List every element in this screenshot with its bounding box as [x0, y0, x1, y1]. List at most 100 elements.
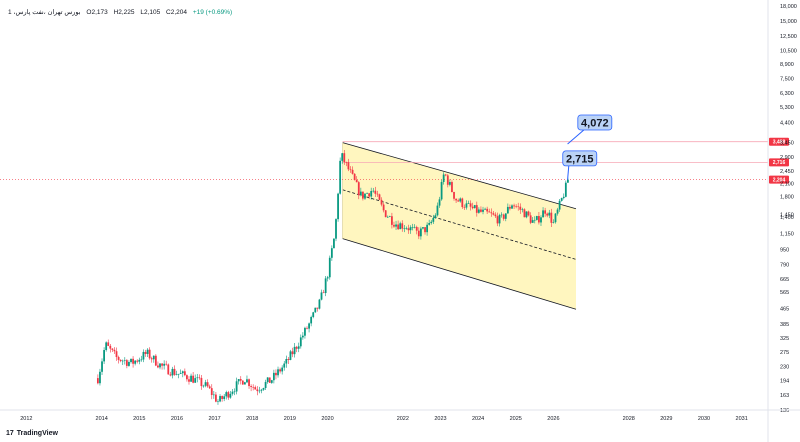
candle-body	[173, 368, 176, 375]
candle-body	[531, 220, 534, 223]
candle-body	[465, 203, 468, 208]
y-tick-label: 2,450	[780, 169, 794, 175]
candle-body	[167, 364, 170, 375]
level-tag-label: 3,488	[773, 140, 786, 146]
candle-body	[372, 190, 375, 192]
candle-body	[538, 216, 540, 223]
candle-body	[320, 292, 323, 300]
y-tick-label: 194	[780, 379, 789, 385]
y-tick-label: 465	[780, 306, 789, 312]
candle-body	[264, 382, 267, 389]
candle-body	[415, 226, 418, 231]
y-tick-label: 15,000	[780, 19, 797, 25]
candle-body	[533, 219, 536, 221]
candle-body	[169, 374, 172, 376]
candle-body	[287, 358, 290, 360]
candle-body	[409, 227, 412, 231]
candle-body	[529, 215, 532, 223]
candle-body	[177, 373, 180, 375]
candle-body	[223, 396, 226, 399]
y-tick-label: 230	[780, 365, 789, 371]
candle-body	[357, 182, 360, 196]
candle-body	[384, 210, 387, 218]
candle-body	[511, 205, 513, 209]
candle-body	[109, 345, 112, 349]
candle-body	[542, 210, 544, 218]
candle-body	[96, 378, 99, 384]
candle-body	[548, 212, 551, 216]
candle-body	[403, 228, 406, 230]
y-tick-label: 7,500	[780, 76, 794, 82]
candle-body	[219, 396, 221, 402]
candle-body	[395, 224, 397, 227]
callout-box	[577, 114, 613, 131]
y-tick-label: 4,400	[780, 120, 794, 126]
candle-body	[113, 349, 116, 352]
candle-body	[144, 351, 147, 354]
candle-body	[473, 205, 476, 209]
candle-body	[502, 214, 505, 219]
candle-body	[513, 205, 515, 207]
candle-body	[165, 363, 168, 365]
candle-body	[374, 190, 377, 194]
candle-body	[527, 211, 530, 216]
candle-body	[438, 199, 441, 206]
tradingview-logo[interactable]: 17 TradingView	[6, 430, 58, 437]
candle-body	[326, 277, 329, 279]
chart-header: 1 ،بورس تهران ،نفت پارس O2,173 H2,225 L2…	[8, 8, 236, 16]
x-tick-label: 2023	[434, 416, 446, 422]
candle-body	[368, 193, 371, 197]
candle-body	[316, 307, 319, 309]
candle-body	[351, 169, 354, 174]
candle-body	[494, 214, 497, 217]
candle-body	[337, 193, 339, 220]
candle-body	[171, 368, 174, 376]
candle-body	[103, 350, 105, 362]
candle-body	[475, 205, 478, 213]
candle-body	[125, 360, 128, 366]
change-value: +19 (+0.69%)	[192, 9, 233, 16]
candle-body	[119, 359, 122, 362]
candle-body	[157, 365, 159, 368]
candle-body	[471, 206, 474, 209]
candle-body	[181, 371, 184, 374]
candle-body	[188, 379, 190, 382]
y-tick-label: 1,800	[780, 194, 794, 200]
candle-body	[339, 160, 342, 194]
candle-body	[345, 162, 348, 163]
y-tick-label: 136	[780, 408, 789, 414]
y-tick-label: 3,450	[780, 141, 794, 147]
y-tick-label: 18,000	[780, 4, 797, 10]
y-tick-label: 2,900	[780, 155, 794, 161]
candle-body	[382, 204, 385, 211]
candle-body	[235, 381, 238, 392]
y-tick-label: 6,300	[780, 91, 794, 97]
candle-body	[417, 230, 420, 237]
candle-body	[308, 323, 310, 329]
candle-body	[426, 224, 429, 233]
candle-body	[243, 382, 246, 385]
channel-lower-line	[342, 238, 577, 310]
candle-body	[239, 379, 242, 381]
candle-body	[440, 181, 443, 200]
candle-body	[161, 363, 163, 366]
x-tick-label: 2014	[96, 416, 108, 422]
candle-body	[128, 362, 130, 366]
y-tick-label: 275	[780, 350, 789, 356]
candle-body	[283, 363, 286, 368]
x-tick-label: 2018	[246, 416, 258, 422]
candle-body	[517, 206, 520, 208]
candle-body	[183, 371, 186, 376]
price-axis: 18,000 15,000 12,500 10,500 8,900 7,500 6,300 5…	[767, 0, 797, 442]
y-tick-label: 163	[780, 393, 789, 399]
candle-body	[434, 215, 437, 218]
candle-body	[312, 312, 315, 317]
candle-body	[490, 212, 493, 214]
candle-body	[482, 209, 484, 212]
candle-body	[186, 375, 188, 380]
x-tick-label: 2022	[397, 416, 409, 422]
x-tick-label: 2028	[623, 416, 635, 422]
candle-body	[246, 379, 248, 383]
x-tick-label: 2026	[547, 416, 559, 422]
